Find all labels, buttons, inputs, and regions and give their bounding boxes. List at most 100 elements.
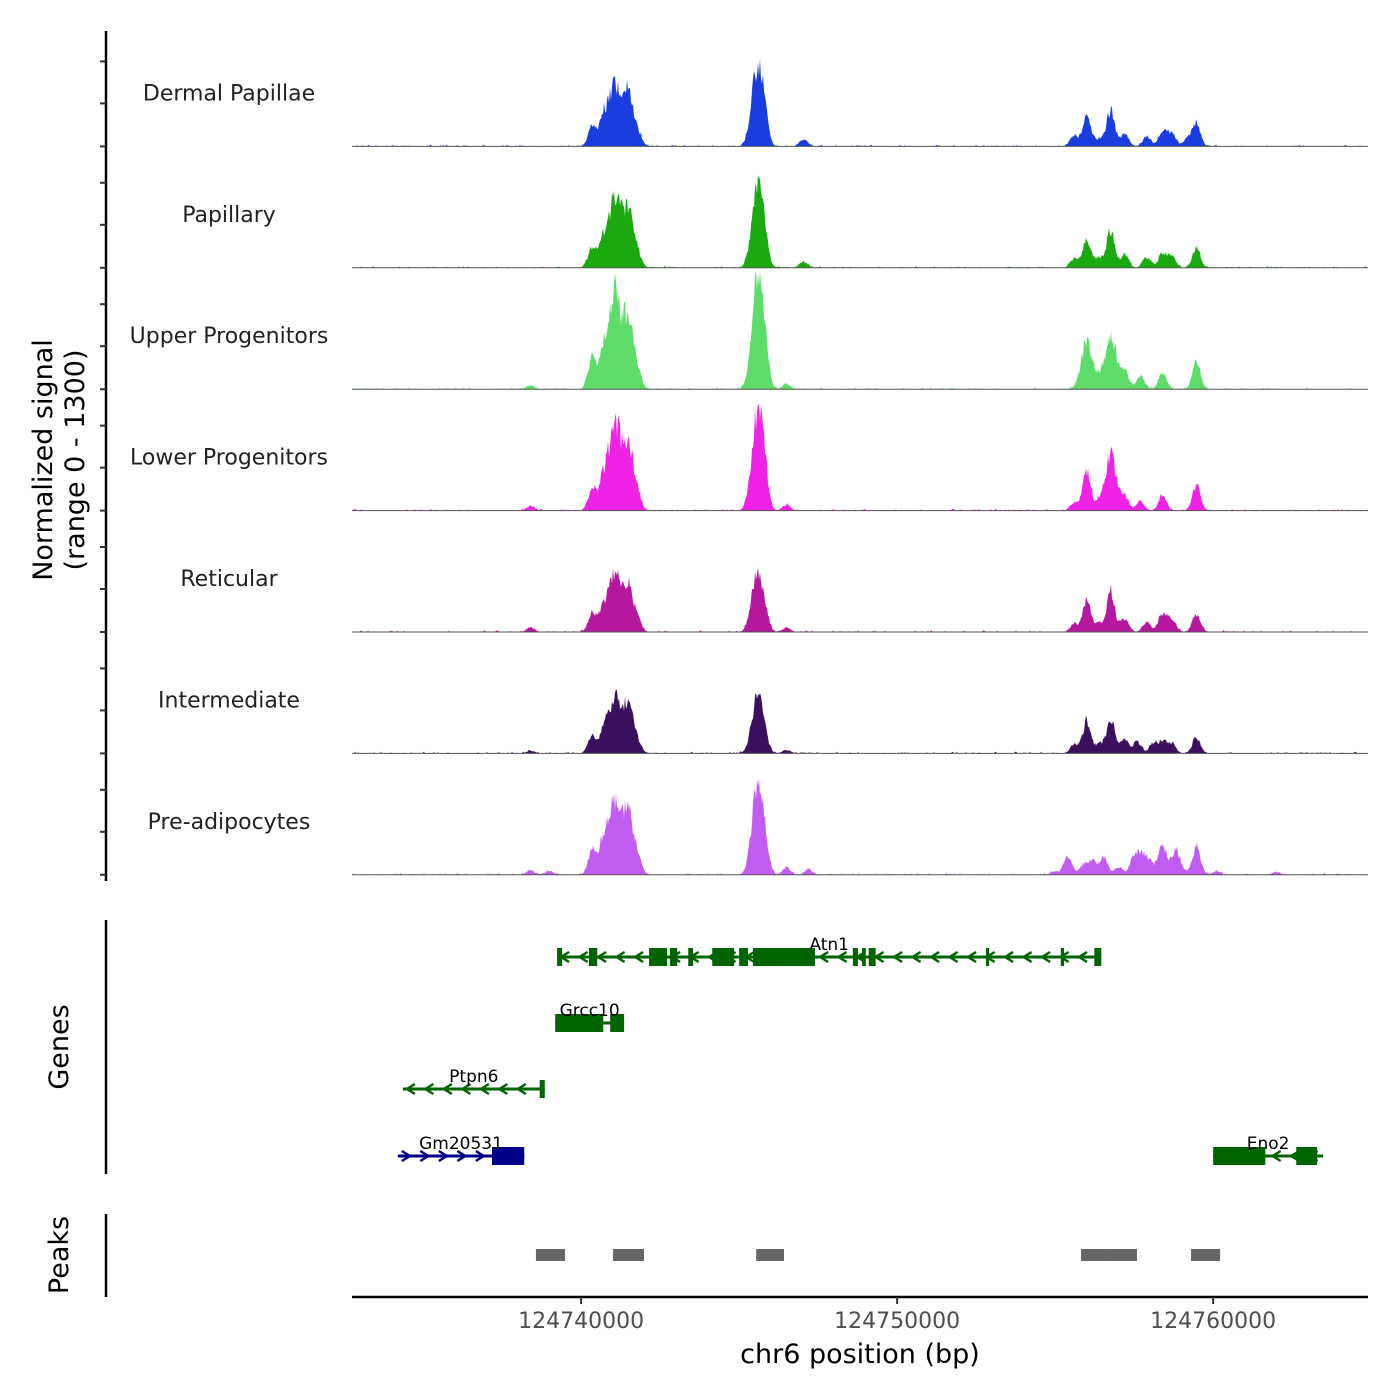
strand-arrow-icon: [456, 1149, 468, 1163]
peak-region: [535, 1249, 565, 1261]
strand-arrow-icon: [478, 1082, 490, 1096]
x-axis-title: chr6 position (bp): [740, 1339, 980, 1370]
strand-arrow-icon: [595, 950, 607, 964]
gene-exon: [555, 1014, 604, 1032]
gene-exon: [712, 948, 735, 966]
signal-area: [352, 174, 1368, 268]
strand-arrow-icon: [460, 1082, 472, 1096]
genes-track: Atn1 Grcc10 Ptpn6 Gm20531 Eno2: [397, 935, 1324, 1165]
gene-exon: [688, 948, 693, 966]
strand-arrow-icon: [1058, 950, 1070, 964]
gene-exon: [862, 948, 866, 966]
strand-arrow-icon: [614, 950, 626, 964]
gene-exon: [852, 948, 858, 966]
gene-atn1: Atn1: [557, 935, 1102, 966]
gene-gm20531: Gm20531: [397, 1134, 525, 1165]
gene-label: Gm20531: [419, 1134, 503, 1154]
gene-label: Eno2: [1247, 1134, 1290, 1154]
strand-arrow-icon: [817, 950, 829, 964]
strand-arrow-icon: [965, 950, 977, 964]
gene-exon: [739, 948, 748, 966]
strand-arrow-icon: [497, 1082, 509, 1096]
track-label: Upper Progenitors: [130, 324, 329, 349]
gene-exon: [610, 1014, 625, 1032]
x-axis-ticks: 124740000 124750000 124760000: [518, 1297, 1276, 1334]
gene-exon: [868, 948, 876, 966]
signal-track-dermal-papillae: Dermal Papillae: [143, 58, 1368, 147]
strand-arrow-icon: [1002, 950, 1014, 964]
strand-arrow-icon: [891, 950, 903, 964]
strand-arrow-icon: [1039, 950, 1051, 964]
x-tick-label: 124740000: [518, 1309, 644, 1334]
peaks-track: [535, 1249, 1221, 1261]
signal-track-intermediate: Intermediate: [158, 688, 1368, 754]
gene-grcc10: Grcc10: [555, 1001, 625, 1032]
track-label: Lower Progenitors: [130, 446, 328, 471]
gene-exon: [589, 948, 598, 966]
signal-area: [352, 404, 1368, 511]
strand-arrow-icon: [1270, 1149, 1282, 1163]
peak-region: [1081, 1249, 1107, 1261]
signal-track-lower-progenitors: Lower Progenitors: [130, 404, 1368, 512]
track-label: Intermediate: [158, 688, 300, 713]
strand-arrow-icon: [947, 950, 959, 964]
peaks-track-title: Peaks: [44, 1216, 75, 1294]
signal-y-ticks: [100, 60, 106, 876]
strand-arrow-icon: [423, 1082, 435, 1096]
signal-track-papillary: Papillary: [182, 174, 1368, 269]
signal-y-axis-title-line2: (range 0 - 1300): [60, 350, 91, 571]
gene-exon: [539, 1080, 545, 1098]
strand-arrow-icon: [1076, 950, 1088, 964]
gene-exon: [1213, 1147, 1266, 1165]
track-label: Pre-adipocytes: [148, 810, 311, 835]
peak-region: [756, 1249, 784, 1261]
signal-track-reticular: Reticular: [180, 567, 1368, 633]
gene-eno2: Eno2: [1213, 1134, 1324, 1165]
strand-arrow-icon: [419, 1149, 431, 1163]
strand-arrow-icon: [441, 1082, 453, 1096]
x-tick-label: 124750000: [834, 1309, 960, 1334]
strand-arrow-icon: [515, 1082, 527, 1096]
strand-arrow-icon: [401, 1149, 413, 1163]
strand-arrow-icon: [910, 950, 922, 964]
signal-area: [352, 567, 1368, 632]
strand-arrow-icon: [1021, 950, 1033, 964]
signal-y-axis-title-line1: Normalized signal: [28, 339, 59, 581]
gene-exon: [557, 948, 563, 966]
peak-region: [1106, 1249, 1137, 1261]
strand-arrow-icon: [928, 950, 940, 964]
gene-ptpn6: Ptpn6: [402, 1067, 545, 1098]
track-label: Reticular: [180, 567, 278, 592]
signal-track-pre-adipocytes: Pre-adipocytes: [148, 778, 1368, 876]
signal-track-upper-progenitors: Upper Progenitors: [130, 271, 1368, 390]
gene-exon: [491, 1147, 525, 1165]
gene-label: Ptpn6: [449, 1067, 498, 1087]
genes-track-title: Genes: [44, 1004, 75, 1089]
gene-label: Grcc10: [560, 1001, 620, 1021]
gene-exon: [1094, 948, 1102, 966]
x-tick-label: 124760000: [1150, 1309, 1276, 1334]
strand-arrow-icon: [577, 950, 589, 964]
signal-area: [352, 778, 1368, 875]
gene-exon: [985, 948, 990, 966]
signal-area: [352, 271, 1368, 390]
peak-region: [1191, 1249, 1221, 1261]
track-label: Papillary: [182, 203, 276, 228]
signal-area: [352, 58, 1368, 147]
strand-arrow-icon: [404, 1082, 416, 1096]
strand-arrow-icon: [475, 1149, 487, 1163]
gene-exon: [1060, 948, 1064, 966]
strand-arrow-icon: [836, 950, 848, 964]
track-label: Dermal Papillae: [143, 81, 315, 106]
gene-exon: [649, 948, 668, 966]
gene-exon: [669, 948, 678, 966]
gene-exon: [753, 948, 815, 966]
strand-arrow-icon: [438, 1149, 450, 1163]
gene-label: Atn1: [809, 935, 849, 955]
strand-arrow-icon: [632, 950, 644, 964]
signal-area: [352, 689, 1368, 754]
gene-exon: [1296, 1147, 1318, 1165]
signal-tracks: Dermal Papillae Papillary Upper Progenitor…: [130, 58, 1368, 876]
peak-region: [613, 1249, 645, 1261]
